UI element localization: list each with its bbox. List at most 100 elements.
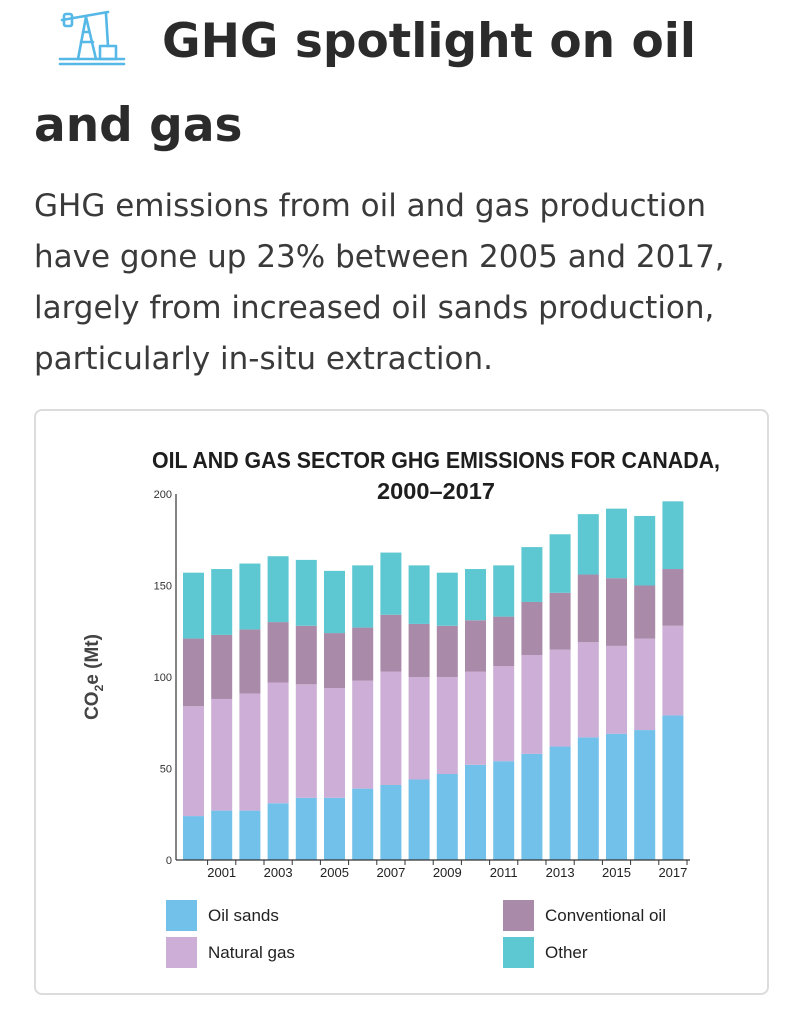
- bar-segment-oil-sands: [662, 715, 684, 860]
- bar-segment-natural-gas: [211, 698, 233, 811]
- bar-segment-other: [239, 563, 261, 630]
- bar-segment-oil-sands: [352, 788, 374, 860]
- legend-swatch-conventional-oil: [503, 900, 534, 931]
- chart-title-line-2: 2000–2017: [377, 478, 495, 504]
- chart-card: OIL AND GAS SECTOR GHG EMISSIONS FOR CAN…: [34, 409, 769, 995]
- y-tick-label: 50: [160, 764, 172, 776]
- legend-label-natural-gas: Natural gas: [208, 943, 295, 962]
- x-tick-label: 2001: [207, 865, 236, 880]
- bar-segment-oil-sands: [380, 784, 402, 860]
- bar-segment-conventional-oil: [436, 625, 458, 677]
- bar-segment-conventional-oil: [521, 601, 543, 656]
- x-tick-label: 2017: [658, 865, 687, 880]
- bar-segment-natural-gas: [634, 638, 656, 731]
- bar-segment-other: [634, 515, 656, 586]
- bar-segment-other: [267, 556, 289, 623]
- intro-line-2: have gone up 23% between 2005 and 2017,: [34, 239, 725, 275]
- legend-swatch-other: [503, 937, 534, 968]
- bar-segment-other: [380, 552, 402, 615]
- x-tick-label: 2007: [376, 865, 405, 880]
- y-tick-label: 100: [154, 672, 172, 684]
- bar-segment-natural-gas: [606, 645, 627, 734]
- bar-segment-conventional-oil: [549, 592, 571, 650]
- bar-segment-conventional-oil: [211, 634, 233, 699]
- bar-segment-other: [577, 514, 599, 575]
- bar-segment-other: [606, 508, 627, 579]
- intro-line-4: particularly in-situ extraction.: [34, 341, 493, 377]
- bar-segment-conventional-oil: [634, 585, 656, 639]
- bar-segment-other: [183, 572, 204, 639]
- bar-segment-other: [493, 565, 515, 617]
- bar-segment-other: [295, 559, 317, 626]
- bar-segment-conventional-oil: [493, 616, 515, 667]
- emissions-chart: OIL AND GAS SECTOR GHG EMISSIONS FOR CAN…: [82, 447, 720, 968]
- x-tick-label: 2009: [433, 865, 462, 880]
- legend-label-other: Other: [545, 943, 588, 962]
- bar-segment-other: [521, 547, 543, 602]
- bar-segment-natural-gas: [380, 671, 402, 785]
- bar-segment-other: [408, 565, 430, 624]
- bar-segment-conventional-oil: [324, 633, 345, 688]
- bar-segment-conventional-oil: [239, 629, 261, 694]
- chart-title-line-1: OIL AND GAS SECTOR GHG EMISSIONS FOR CAN…: [152, 447, 720, 473]
- bar-segment-natural-gas: [239, 693, 261, 811]
- y-tick-label: 0: [166, 855, 172, 867]
- bar-segment-oil-sands: [408, 779, 430, 860]
- page-title: GHG spotlight on oil and gas: [34, 0, 794, 168]
- intro-line-3: largely from increased oil sands product…: [34, 290, 715, 326]
- bar-segment-conventional-oil: [267, 622, 289, 683]
- bar-segment-other: [352, 565, 374, 628]
- legend-swatch-natural-gas: [166, 937, 197, 968]
- y-tick-label: 200: [154, 489, 172, 501]
- bar-segment-conventional-oil: [183, 638, 204, 707]
- bar-segment-oil-sands: [606, 733, 627, 860]
- bar-segment-oil-sands: [267, 803, 289, 860]
- bar-segment-conventional-oil: [295, 625, 317, 685]
- bar-segment-oil-sands: [493, 761, 515, 860]
- bar-segment-other: [549, 534, 571, 593]
- bar-segment-natural-gas: [662, 625, 684, 716]
- bar-segment-natural-gas: [408, 677, 430, 780]
- bar-segment-other: [465, 569, 486, 621]
- bar-segment-natural-gas: [324, 687, 345, 798]
- bar-segment-oil-sands: [465, 764, 486, 860]
- page-title-line-2: and gas: [34, 98, 243, 153]
- bar-segment-other: [211, 569, 233, 635]
- oil-pump-icon: [58, 10, 126, 66]
- bar-segment-oil-sands: [183, 816, 204, 860]
- intro-line-1: GHG emissions from oil and gas productio…: [34, 188, 706, 224]
- x-tick-label: 2013: [546, 865, 575, 880]
- bar-segment-natural-gas: [267, 682, 289, 804]
- bar-segment-natural-gas: [493, 666, 515, 762]
- bar-segment-oil-sands: [324, 797, 345, 860]
- bar-segment-conventional-oil: [465, 620, 486, 672]
- bar-segment-oil-sands: [549, 746, 571, 860]
- bar-segment-oil-sands: [436, 773, 458, 860]
- bar-segment-conventional-oil: [380, 614, 402, 672]
- bar-segment-conventional-oil: [408, 623, 430, 677]
- bar-segment-conventional-oil: [606, 578, 627, 646]
- x-tick-label: 2005: [320, 865, 349, 880]
- x-tick-label: 2003: [264, 865, 293, 880]
- bar-segment-oil-sands: [577, 737, 599, 860]
- bar-segment-oil-sands: [634, 730, 656, 860]
- y-tick-label: 150: [154, 581, 172, 593]
- legend-label-conventional-oil: Conventional oil: [545, 906, 666, 925]
- bar-segment-natural-gas: [295, 684, 317, 798]
- bar-segment-natural-gas: [183, 706, 204, 817]
- intro-paragraph: GHG emissions from oil and gas productio…: [34, 181, 774, 385]
- bar-segment-other: [324, 570, 345, 634]
- bar-segment-natural-gas: [521, 655, 543, 754]
- bar-segment-oil-sands: [239, 810, 261, 860]
- bar-segment-conventional-oil: [577, 574, 599, 643]
- bar-segment-natural-gas: [577, 642, 599, 738]
- bar-segment-natural-gas: [436, 677, 458, 774]
- bar-segment-oil-sands: [211, 810, 233, 860]
- y-axis-label: CO2e (Mt): [82, 634, 106, 720]
- page-title-line-1: GHG spotlight on oil: [162, 14, 697, 69]
- bar-segment-conventional-oil: [662, 569, 684, 626]
- bar-segment-other: [436, 572, 458, 626]
- legend-swatch-oil-sands: [166, 900, 197, 931]
- bar-segment-other: [662, 501, 684, 570]
- legend-label-oil-sands: Oil sands: [208, 906, 279, 925]
